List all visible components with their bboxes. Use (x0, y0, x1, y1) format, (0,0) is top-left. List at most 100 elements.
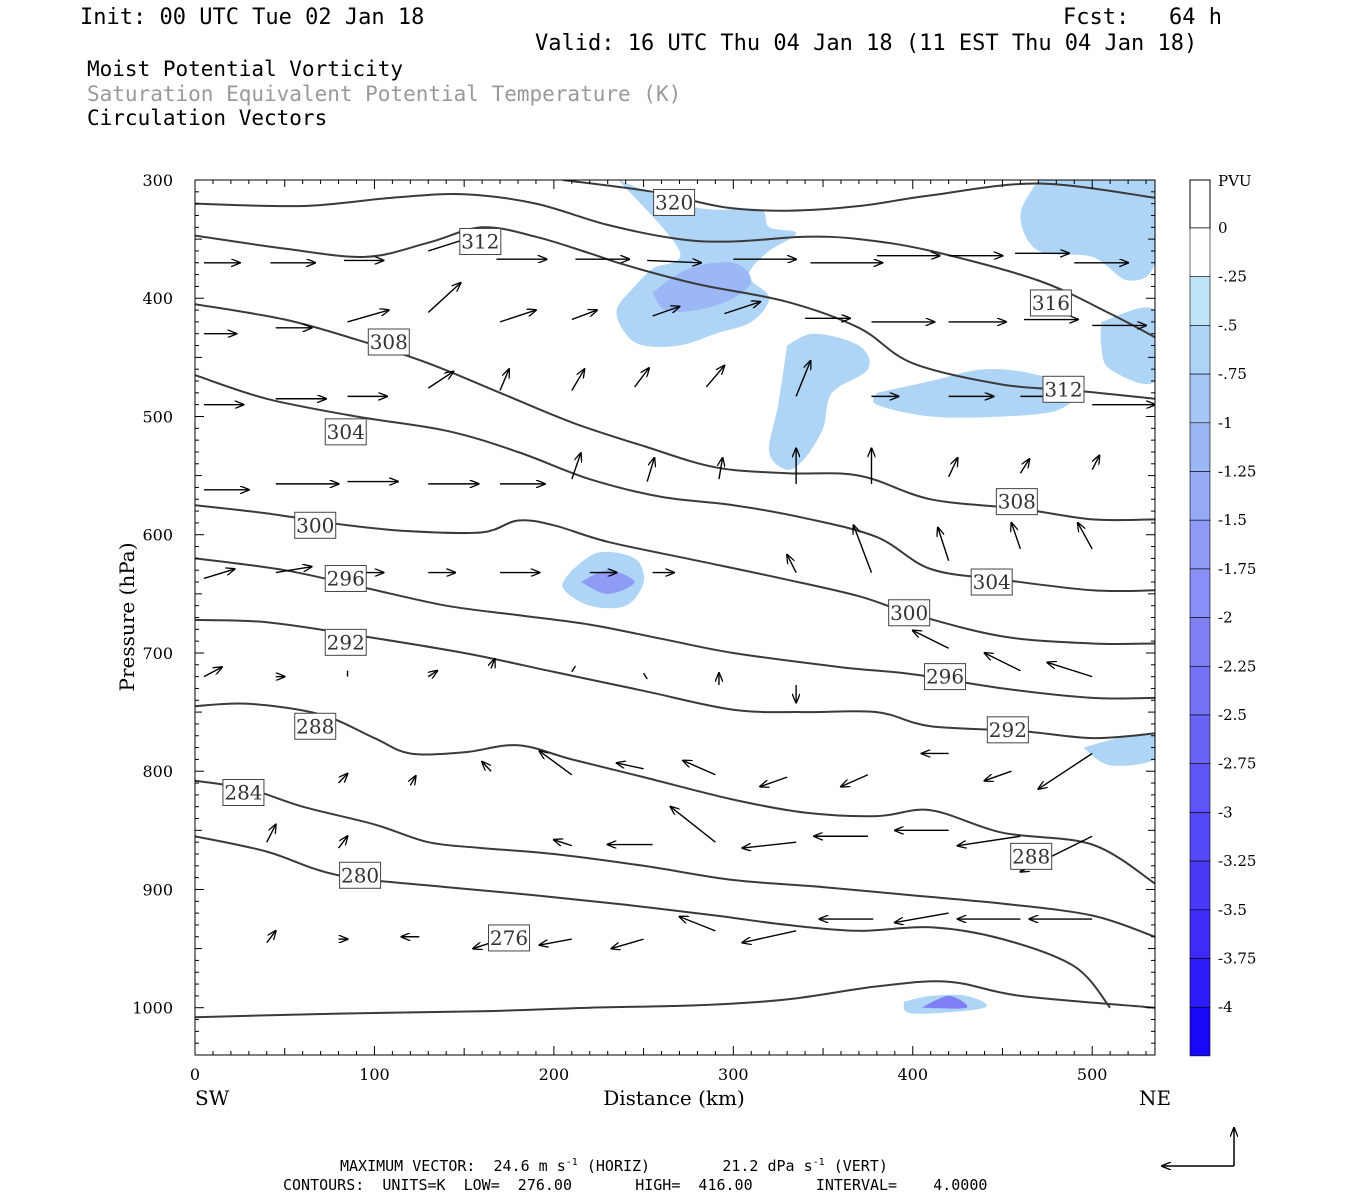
colorbar-label: -2.75 (1218, 755, 1256, 773)
contour-label: 300 (890, 601, 928, 625)
circulation-vector (985, 770, 1012, 780)
colorbar-segment (1189, 714, 1211, 765)
circulation-vector (540, 751, 573, 776)
valid-time: Valid: 16 UTC Thu 04 Jan 18 (11 EST Thu … (535, 31, 1198, 56)
max-vert-tag: (VERT) (833, 1157, 888, 1175)
circulation-vector (203, 569, 235, 580)
circulation-vector (895, 912, 949, 922)
contour-label: 288 (1012, 844, 1050, 868)
contour-label: 288 (296, 714, 334, 738)
theta-contour-288 (195, 702, 1155, 885)
contour-label-box (1042, 375, 1085, 403)
circulation-vector (266, 931, 276, 944)
contour-label-box (653, 188, 696, 216)
contour-label-layer: 320 316 312 312 308 308 304 304 300 300 296 296 292 2… (222, 188, 1085, 952)
theta-contour-312 (195, 226, 1155, 400)
circulation-vector (611, 938, 644, 948)
max-vector-line: MAXIMUM VECTOR: 24.6 m s-1 (HORIZ) 21.2 … (340, 1157, 888, 1175)
contour-label-box (986, 716, 1029, 744)
x-tick-label: 200 (539, 1065, 570, 1084)
circulation-vector (266, 824, 276, 843)
colorbar-label: -3.25 (1218, 852, 1256, 870)
pv-shade-region (1020, 180, 1155, 281)
circulation-vector (705, 366, 724, 388)
contour-label: 320 (655, 190, 693, 214)
contour-label: 308 (998, 490, 1036, 514)
circulation-vector (671, 807, 716, 843)
circulation-vector (913, 631, 949, 649)
x-axis-right-end-label: NE (1139, 1086, 1171, 1110)
max-vector-label: MAXIMUM VECTOR: (340, 1157, 476, 1175)
circulation-vector (1091, 456, 1099, 471)
field-title-mpv: Moist Potential Vorticity (87, 57, 404, 81)
circulation-vector (679, 917, 716, 932)
contour-label: 292 (989, 718, 1027, 742)
circulation-vector (410, 776, 415, 786)
circulation-vector (724, 302, 760, 315)
vector-layer (203, 237, 1155, 949)
circulation-vector (985, 653, 1021, 672)
x-tick-label: 400 (897, 1065, 928, 1084)
y-axis-title: Pressure (hPa) (115, 543, 139, 692)
pv-shade-region (769, 333, 870, 470)
pv-shade-region (1083, 733, 1155, 766)
colorbar-segment (1189, 860, 1211, 911)
contour-label: 296 (926, 665, 964, 689)
field-title-vectors: Circulation Vectors (87, 106, 328, 130)
contour-label-box (888, 599, 931, 627)
colorbar-label: -1 (1218, 414, 1233, 432)
colorbar-segment (1189, 958, 1211, 1008)
colorbar-segment (1189, 471, 1211, 521)
contour-label: 300 (296, 513, 334, 537)
colorbar-segment (1189, 422, 1211, 472)
colorbar-segment (1189, 179, 1211, 229)
contour-label-box (324, 418, 367, 446)
circulation-vector (427, 283, 460, 313)
theta-contour-284 (195, 779, 1155, 938)
theta-contour-316 (195, 192, 1155, 339)
contour-label-box (924, 663, 967, 691)
contour-label-box (1029, 289, 1072, 317)
contour-label: 304 (973, 570, 1011, 594)
contour-label: 316 (1032, 291, 1070, 315)
contour-label-box (324, 628, 367, 656)
forecast-hour: Fcst: 64 h (1063, 5, 1222, 30)
contour-label: 308 (370, 330, 408, 354)
circulation-vector (554, 840, 573, 846)
circulation-vector (642, 672, 648, 680)
circulation-vector (617, 763, 644, 770)
colorbar-label: -3.75 (1218, 950, 1256, 968)
colorbar-label: -2.5 (1218, 706, 1247, 724)
theta-contour-layer (195, 180, 1155, 1019)
circulation-vector (742, 930, 797, 943)
colorbar: 0 -.25 -.5 -.75 -1 -1.25 -1.5 -1.75 -2 -2.25 -2.5 -… (1189, 179, 1256, 1057)
max-horiz-value: 24.6 m s (493, 1157, 566, 1175)
contour-label-box (1010, 842, 1053, 870)
axis-ticks (194, 179, 1155, 1056)
circulation-vector (841, 774, 869, 787)
circulation-vector (338, 774, 348, 784)
circulation-vector (499, 369, 509, 391)
colorbar-segment (1189, 227, 1211, 278)
y-tick-label: 1000 (132, 999, 173, 1018)
circulation-vector (787, 555, 797, 573)
x-tick-label: 100 (359, 1065, 390, 1084)
colorbar-segment (1189, 812, 1211, 862)
contour-label: 312 (1044, 377, 1082, 401)
contour-label-box (488, 924, 531, 952)
colorbar-label: -.75 (1218, 365, 1247, 383)
circulation-vector (719, 458, 723, 480)
colorbar-segment (1189, 373, 1211, 424)
circulation-vector (1047, 662, 1093, 678)
colorbar-title: PVU (1218, 172, 1252, 190)
circulation-vector (347, 310, 389, 323)
circulation-vector (948, 458, 958, 478)
colorbar-segment (1189, 276, 1211, 326)
circulation-vector (491, 659, 495, 668)
x-axis-title: Distance (km) (603, 1086, 745, 1110)
x-tick-label: 500 (1077, 1065, 1108, 1084)
axis-tick-labels: 0 100 200 300 400 500 300 400 500 600 700 800 900 100… (132, 171, 1107, 1084)
max-horiz-tag: (HORIZ) (586, 1157, 651, 1175)
contour-label-box (339, 861, 382, 889)
theta-contour-280 (195, 835, 1111, 1009)
